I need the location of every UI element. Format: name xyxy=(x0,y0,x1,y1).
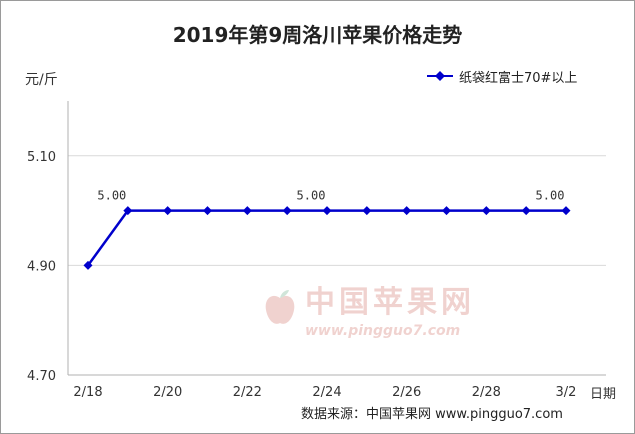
series-line xyxy=(86,209,566,267)
data-point xyxy=(561,206,571,216)
x-tick-label: 2/28 xyxy=(472,385,501,400)
apple-logo-icon xyxy=(265,290,295,324)
data-point xyxy=(203,206,212,216)
data-point xyxy=(83,260,93,270)
data-point xyxy=(521,206,531,216)
chart-title: 2019年第9周洛川苹果价格走势 xyxy=(172,23,463,47)
data-point xyxy=(402,206,412,216)
x-axis-label: 日期 xyxy=(590,387,617,402)
data-label: 5.00 xyxy=(536,189,565,203)
data-point xyxy=(442,206,451,216)
legend-line-marker-icon xyxy=(427,71,453,81)
data-point xyxy=(163,206,173,216)
chart-legend: 纸袋红富士70#以上 xyxy=(427,66,577,86)
data-point xyxy=(322,206,332,216)
data-source-note: 数据来源：中国苹果网 www.pingguo7.com xyxy=(301,407,563,422)
x-tick-label: 3/2 xyxy=(556,385,577,400)
axis-layer: 4.70 4.90 5.10 2/18 2/20 2/22 2/24 2/26 2/28 3/2 xyxy=(27,101,606,400)
watermark-url: www.pingguo7.com xyxy=(305,323,461,339)
x-tick-label: 2/24 xyxy=(312,385,341,400)
data-point xyxy=(282,206,292,216)
data-point xyxy=(123,206,133,216)
x-tick-label: 2/26 xyxy=(392,385,421,400)
grid-layer xyxy=(68,155,606,266)
y-tick-label: 4.90 xyxy=(27,259,56,274)
watermark-name: 中国苹果网 xyxy=(305,285,475,320)
x-tick-label: 2/22 xyxy=(233,385,262,400)
watermark: 中国苹果网 www.pingguo7.com xyxy=(263,277,475,339)
y-tick-label: 5.10 xyxy=(27,150,56,165)
data-point xyxy=(242,206,252,216)
label-layer: 5.00 5.00 5.00 xyxy=(97,189,564,203)
series-layer xyxy=(83,206,571,270)
data-label: 5.00 xyxy=(97,189,126,203)
x-tick-label: 2/20 xyxy=(153,385,182,400)
y-tick-label: 4.70 xyxy=(27,369,56,384)
data-point xyxy=(362,206,372,216)
legend-label: 纸袋红富士70#以上 xyxy=(459,70,578,86)
data-label: 5.00 xyxy=(297,189,326,203)
y-axis-unit: 元/斤 xyxy=(25,72,58,88)
data-point xyxy=(481,206,491,216)
x-tick-label: 2/18 xyxy=(73,385,102,400)
